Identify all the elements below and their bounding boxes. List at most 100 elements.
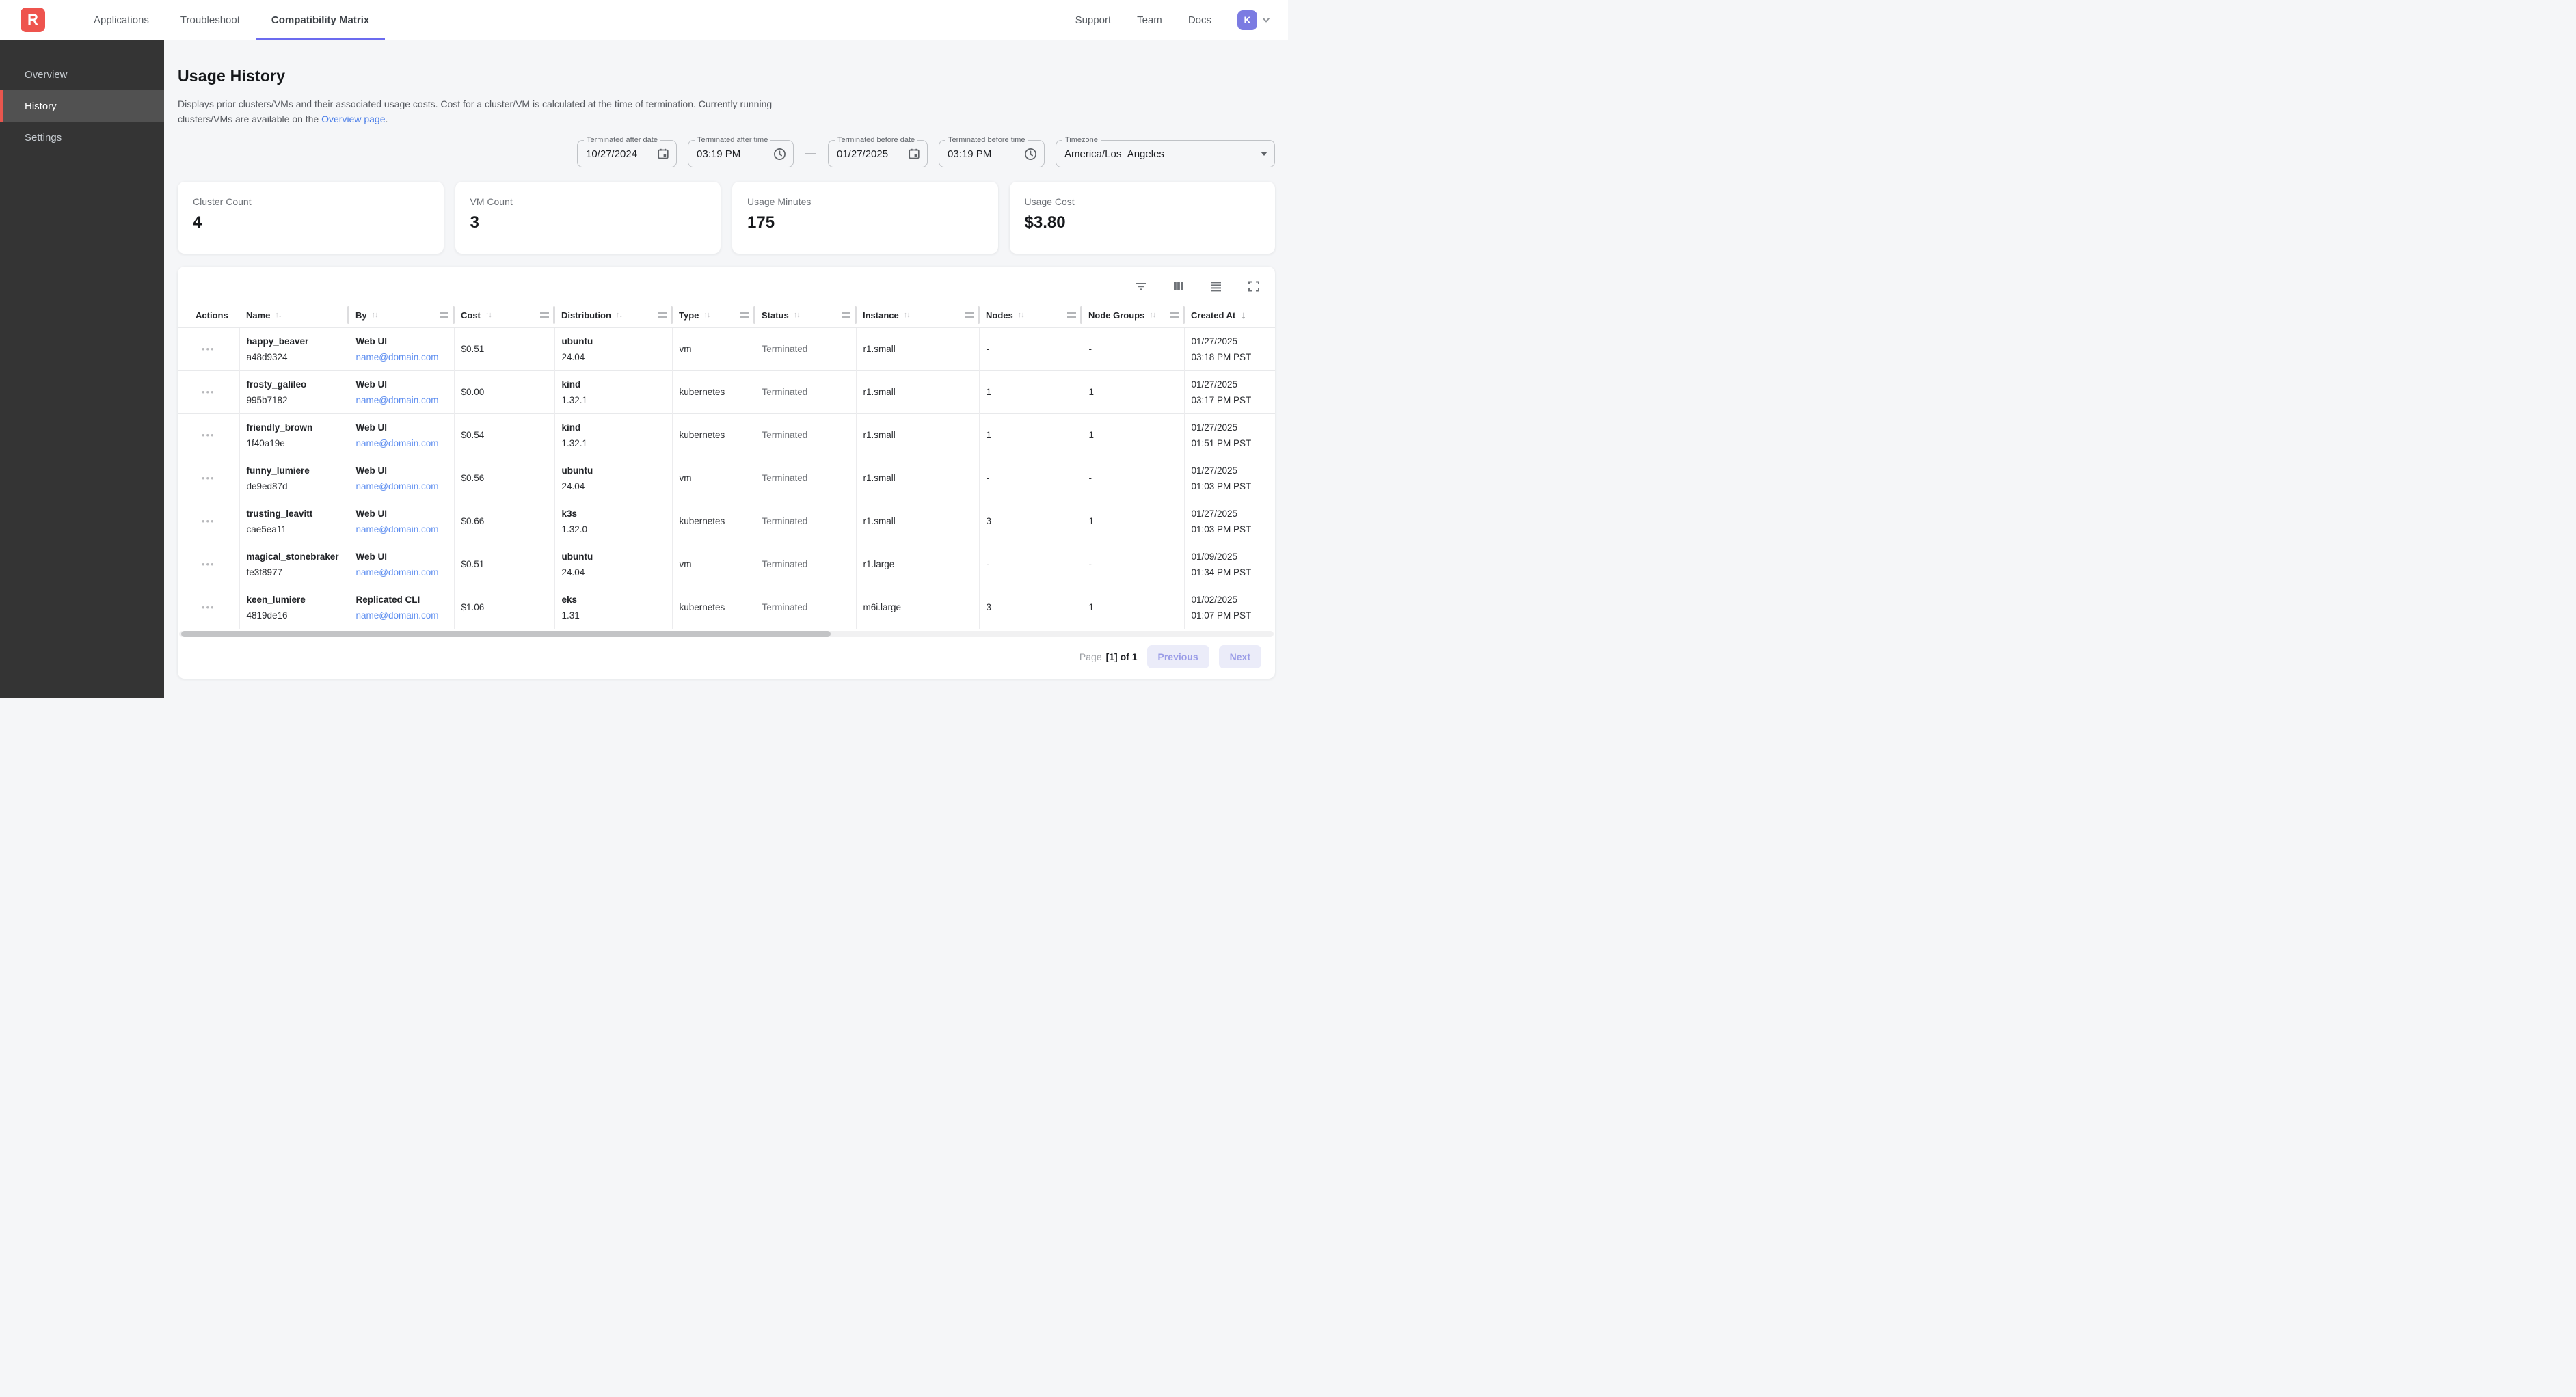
creator-email-link[interactable]: name@domain.com — [355, 437, 439, 448]
nav-right: Support Team Docs K — [1075, 0, 1288, 40]
column-header-created-at[interactable]: Created At ↓ — [1183, 303, 1275, 327]
created-time: 01:03 PM PST — [1191, 524, 1252, 534]
replicated-logo[interactable]: R — [21, 8, 45, 32]
row-actions-button[interactable]: ••• — [201, 559, 215, 569]
column-header-name[interactable]: Name ↑↓ — [239, 303, 349, 327]
avatar[interactable]: K — [1237, 10, 1257, 30]
row-actions-button[interactable]: ••• — [201, 430, 215, 440]
terminated-after-date-field[interactable]: Terminated after date 10/27/2024 — [577, 136, 677, 167]
tab-compatibility-matrix[interactable]: Compatibility Matrix — [255, 0, 386, 40]
distribution-version: 24.04 — [561, 351, 585, 362]
column-separator — [453, 306, 455, 325]
created-by: Web UI — [355, 508, 388, 519]
description-text: Displays prior clusters/VMs and their as… — [178, 98, 773, 124]
creator-email-link[interactable]: name@domain.com — [355, 567, 439, 578]
column-header-by[interactable]: By ↑↓ — [347, 303, 454, 327]
sidebar-item-overview[interactable]: Overview — [0, 59, 164, 90]
table-header-row: Actions Name ↑↓ By ↑↓ Cost ↑↓ Distribution ↑… — [178, 303, 1275, 327]
overview-page-link[interactable]: Overview page — [321, 113, 386, 124]
tab-troubleshoot[interactable]: Troubleshoot — [165, 0, 256, 40]
team-link[interactable]: Team — [1137, 14, 1162, 26]
created-time: 01:34 PM PST — [1191, 567, 1252, 578]
clock-icon[interactable] — [1024, 148, 1037, 161]
table-row: ••• keen_lumiere 4819de16 Replicated CLI n… — [178, 585, 1275, 629]
horizontal-scrollbar[interactable] — [179, 631, 1274, 637]
timezone-select[interactable]: Timezone America/Los_Angeles — [1056, 136, 1275, 167]
column-header-nodes[interactable]: Nodes ↑↓ — [978, 303, 1082, 327]
nodes-value: 1 — [986, 387, 992, 397]
sort-icon[interactable]: ↑↓ — [485, 311, 492, 320]
column-menu-icon[interactable] — [965, 312, 974, 318]
column-header-status[interactable]: Status ↑↓ — [753, 303, 856, 327]
column-menu-icon[interactable] — [842, 312, 850, 318]
sort-icon[interactable]: ↑↓ — [793, 311, 801, 320]
page-label: Page — [1079, 651, 1102, 662]
terminated-after-time-field[interactable]: Terminated after time 03:19 PM — [688, 136, 794, 167]
previous-page-button[interactable]: Previous — [1146, 645, 1209, 668]
sort-icon[interactable]: ↑↓ — [703, 311, 710, 320]
user-menu[interactable]: K — [1237, 10, 1270, 30]
column-header-node-groups[interactable]: Node Groups ↑↓ — [1080, 303, 1184, 327]
column-header-cost[interactable]: Cost ↑↓ — [453, 303, 554, 327]
sort-icon[interactable]: ↑↓ — [1017, 311, 1025, 320]
column-menu-icon[interactable] — [1067, 312, 1076, 318]
sort-icon[interactable]: ↑↓ — [1149, 311, 1156, 320]
column-menu-icon[interactable] — [658, 312, 667, 318]
sort-icon[interactable]: ↑↓ — [275, 311, 282, 320]
filter-icon[interactable] — [1133, 279, 1149, 294]
creator-email-link[interactable]: name@domain.com — [355, 480, 439, 491]
distribution-name: kind — [561, 379, 581, 390]
row-actions-button[interactable]: ••• — [201, 387, 215, 397]
field-value: 03:19 PM — [697, 148, 741, 160]
support-link[interactable]: Support — [1075, 14, 1112, 26]
docs-link[interactable]: Docs — [1188, 14, 1211, 26]
distribution-name: ubuntu — [561, 551, 593, 562]
sidebar-item-settings[interactable]: Settings — [0, 122, 164, 153]
sort-icon[interactable]: ↑↓ — [615, 311, 623, 320]
columns-icon[interactable] — [1171, 279, 1186, 294]
column-menu-icon[interactable] — [440, 312, 448, 318]
tab-applications[interactable]: Applications — [78, 0, 165, 40]
column-menu-icon[interactable] — [540, 312, 549, 318]
row-actions-button[interactable]: ••• — [201, 516, 215, 526]
sidebar-item-history[interactable]: History — [0, 90, 164, 122]
created-by: Web UI — [355, 422, 388, 433]
sort-desc-icon[interactable]: ↓ — [1241, 309, 1246, 321]
density-icon[interactable] — [1209, 279, 1224, 294]
primary-tabs: Applications Troubleshoot Compatibility … — [78, 0, 386, 40]
scrollbar-thumb[interactable] — [181, 631, 831, 637]
creator-email-link[interactable]: name@domain.com — [355, 394, 439, 405]
column-header-type[interactable]: Type ↑↓ — [671, 303, 755, 327]
creator-email-link[interactable]: name@domain.com — [355, 351, 439, 362]
field-label: Timezone — [1062, 136, 1101, 144]
fullscreen-icon[interactable] — [1246, 279, 1261, 294]
terminated-before-time-field[interactable]: Terminated before time 03:19 PM — [939, 136, 1045, 167]
calendar-icon[interactable] — [657, 148, 669, 160]
cluster-name: funny_lumiere — [246, 465, 310, 476]
column-separator — [1080, 306, 1082, 325]
field-label: Terminated after date — [584, 136, 660, 144]
sort-icon[interactable]: ↑↓ — [371, 311, 379, 320]
created-date: 01/27/2025 — [1191, 379, 1238, 390]
cluster-name: happy_beaver — [246, 336, 309, 347]
column-header-instance[interactable]: Instance ↑↓ — [855, 303, 979, 327]
distribution-version: 1.32.1 — [561, 394, 588, 405]
creator-email-link[interactable]: name@domain.com — [355, 610, 439, 621]
cost-value: $0.51 — [461, 559, 485, 569]
row-actions-button[interactable]: ••• — [201, 473, 215, 483]
column-header-distribution[interactable]: Distribution ↑↓ — [553, 303, 672, 327]
calendar-icon[interactable] — [908, 148, 920, 160]
column-menu-icon[interactable] — [1170, 312, 1179, 318]
cluster-id: 1f40a19e — [246, 437, 285, 448]
clock-icon[interactable] — [773, 148, 786, 161]
row-actions-button[interactable]: ••• — [201, 602, 215, 613]
sort-icon[interactable]: ↑↓ — [903, 311, 911, 320]
column-menu-icon[interactable] — [740, 312, 749, 318]
creator-email-link[interactable]: name@domain.com — [355, 524, 439, 534]
node-groups-value: - — [1088, 559, 1092, 569]
nodes-value: 3 — [986, 602, 992, 613]
row-actions-button[interactable]: ••• — [201, 344, 215, 354]
terminated-before-date-field[interactable]: Terminated before date 01/27/2025 — [828, 136, 928, 167]
next-page-button[interactable]: Next — [1218, 645, 1261, 668]
instance-value: m6i.large — [863, 602, 902, 613]
